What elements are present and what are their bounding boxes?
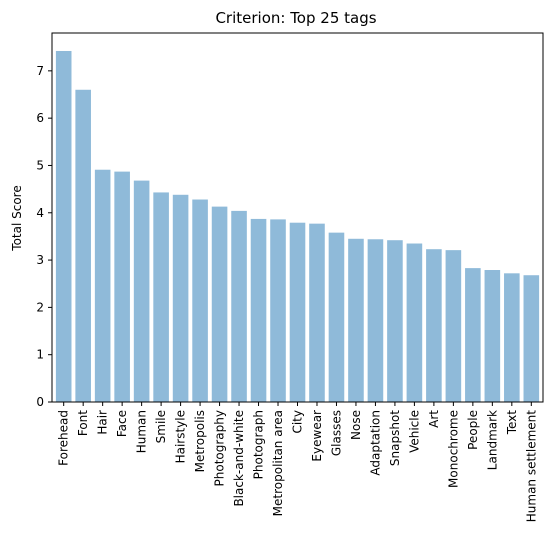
bar-monochrome [445,250,462,402]
y-tick-label: 0 [36,395,44,409]
bar-hairstyle [172,194,189,402]
x-tick-label: Human [135,410,149,453]
x-tick-label: Landmark [485,410,499,470]
bar-photography [211,206,228,402]
x-tick-label: Snapshot [388,410,402,466]
x-tick-label: Human settlement [524,410,538,523]
bar-landmark [484,270,501,402]
y-axis-label: Total Score [10,185,24,251]
bar-glasses [328,232,345,402]
bar-adaptation [367,239,384,402]
x-tick-label: City [291,410,305,434]
bar-people [465,268,481,402]
bar-text [504,273,520,402]
chart-title: Criterion: Top 25 tags [215,9,376,27]
y-tick-label: 7 [36,64,44,78]
x-tick-label: Vehicle [407,410,421,453]
x-tick-label: Forehead [57,410,71,466]
bar-forehead [55,50,72,402]
bar-black-and-white [231,210,247,402]
y-tick-label: 4 [36,206,44,220]
x-tick-label: Eyewear [310,410,324,462]
x-tick-label: Photograph [252,410,266,479]
y-tick-label: 1 [36,348,44,362]
bar-font [75,89,91,403]
bar-face [114,171,130,402]
x-tick-label: Text [505,410,519,436]
bar-metropolis [192,199,208,402]
bar-snapshot [387,240,403,402]
bar-human-settlement [523,275,540,402]
x-tick-label: Hairstyle [174,410,188,463]
x-axis: Forehead Font Hair Face Human Smile Hairstyle M… [57,402,538,523]
bar-smile [153,192,169,402]
y-axis: 0 1 2 3 4 5 6 7 [36,64,52,409]
y-tick-label: 6 [36,111,44,125]
x-tick-label: Face [115,410,129,437]
x-tick-label: Metropolitan area [271,410,285,516]
x-tick-label: Font [76,410,90,436]
bar-photograph [250,218,267,402]
x-tick-label: Monochrome [446,410,460,488]
bar-city [289,222,306,402]
x-tick-label: Art [427,410,441,428]
bar-human [133,180,150,402]
x-tick-label: Hair [96,410,110,435]
y-tick-label: 5 [36,158,44,172]
x-tick-label: Black-and-white [232,410,246,507]
bar-vehicle [406,243,423,402]
x-tick-label: Metropolis [193,410,207,472]
y-tick-label: 2 [36,300,44,314]
y-tick-label: 3 [36,253,44,267]
bar-hair [94,169,111,402]
bar-art [426,249,442,402]
x-tick-label: Adaptation [368,410,382,476]
bar-metropolitan-area [270,219,286,402]
bar-series [55,50,540,403]
x-tick-label: Nose [349,410,363,440]
x-tick-label: Glasses [329,410,343,456]
bar-eyewear [309,223,325,402]
x-tick-label: Photography [213,410,227,486]
x-tick-label: People [466,410,480,450]
plot-frame [51,32,544,403]
bar-nose [348,238,364,402]
x-tick-label: Smile [154,410,168,443]
